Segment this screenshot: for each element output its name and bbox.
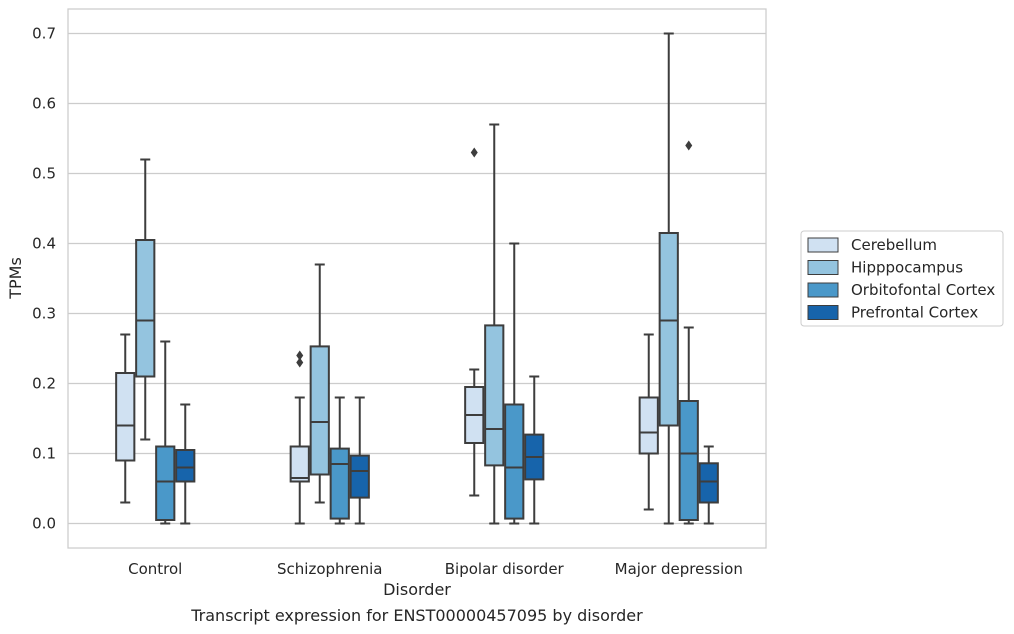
outlier-point [296,357,304,368]
x-axis-ticks: Control Schizophrenia Bipolar disorder Majo… [128,560,743,578]
y-tick-label: 0.2 [32,375,56,393]
box-iqr [289,445,310,483]
x-tick-label: Bipolar disorder [445,560,565,578]
legend-swatch [807,237,839,253]
legend-frame [800,230,1004,327]
outlier-point [685,140,693,151]
box-orbitofontal-cortex [678,140,699,525]
box-cerebellum [115,333,136,504]
outlier-point [296,350,304,361]
legend-label: Cerebellum [851,236,937,254]
legend: Cerebellum Hipppocampus Orbitofontal Corte… [800,230,1004,327]
box-prefrontal-cortex [524,375,545,525]
x-axis-title: Disorder [383,580,451,599]
legend-label: Hipppocampus [851,259,963,277]
y-tick-label: 0.0 [32,515,56,533]
plot-frame [67,8,767,549]
box-orbitofontal-cortex [155,340,176,525]
box-cerebellum [464,147,485,497]
y-axis-ticks: 0.0 0.1 0.2 0.3 0.4 0.5 0.6 0.7 [32,25,56,533]
box-cerebellum [289,350,310,525]
box-prefrontal-cortex [175,403,196,525]
box-hipppocampus [658,32,679,525]
legend-label: Prefrontal Cortex [851,304,978,322]
box-iqr [698,462,719,504]
legend-label: Orbitofontal Cortex [851,281,995,299]
y-tick-label: 0.4 [32,235,56,253]
box-iqr [349,454,370,499]
box-hipppocampus [484,123,505,525]
box-prefrontal-cortex [698,445,719,525]
box-series-group [115,32,719,525]
box-iqr [135,239,156,378]
box-iqr [115,372,136,462]
x-tick-label: Major depression [615,560,743,578]
box-iqr [658,232,679,427]
legend-swatch [807,305,839,320]
chart-caption: Transcript expression for ENST0000045709… [191,606,643,625]
box-iqr [638,396,659,455]
y-axis-title: TPMs [6,257,25,300]
box-prefrontal-cortex [349,396,370,525]
box-iqr [484,324,505,467]
legend-swatch [807,260,839,275]
x-tick-label: Control [128,560,182,578]
box-hipppocampus [309,263,330,504]
box-iqr [155,445,176,521]
box-cerebellum [638,333,659,511]
box-orbitofontal-cortex [329,396,350,525]
y-tick-label: 0.5 [32,165,56,183]
y-tick-label: 0.6 [32,95,56,113]
box-orbitofontal-cortex [504,242,525,525]
box-iqr [175,449,196,483]
box-hipppocampus [135,158,156,441]
y-tick-label: 0.7 [32,25,56,43]
y-tick-label: 0.1 [32,445,56,463]
x-tick-label: Schizophrenia [277,560,382,578]
legend-swatch [807,282,839,298]
box-iqr [504,403,525,520]
y-tick-label: 0.3 [32,305,56,323]
box-iqr [678,400,699,521]
box-iqr [309,345,330,476]
outlier-point [470,147,478,158]
box-iqr [329,447,350,520]
